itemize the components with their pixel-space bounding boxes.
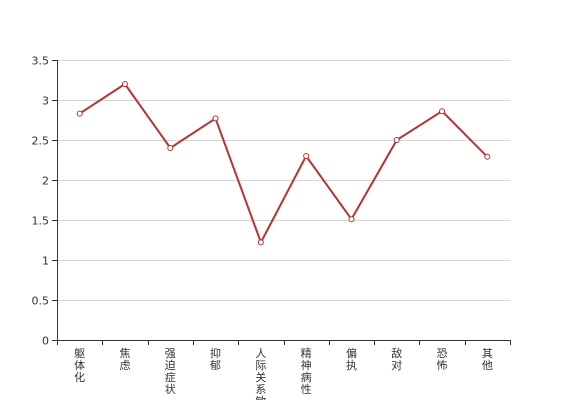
- grid-lines: [57, 60, 510, 301]
- x-category-label: 精神病性: [301, 347, 312, 396]
- data-point[interactable]: [348, 216, 355, 223]
- data-point[interactable]: [439, 108, 446, 115]
- x-category-label: 其他: [482, 347, 493, 372]
- x-category-label: 强迫症状: [165, 347, 176, 396]
- x-category-label: 偏执: [346, 346, 357, 372]
- y-tick-label: 1: [42, 255, 49, 268]
- data-point[interactable]: [393, 137, 400, 143]
- y-tick-label: 0: [42, 335, 49, 348]
- y-tick-label: 3: [42, 95, 49, 108]
- data-point[interactable]: [484, 153, 491, 160]
- y-tick-label: 2: [42, 175, 49, 188]
- x-category-label: 抑郁: [210, 346, 221, 372]
- y-tick-labels: 0 0.5 1 1.5 2 2.5 3 3.5: [32, 55, 50, 348]
- data-point[interactable]: [257, 239, 264, 246]
- x-category-labels: 躯体化 焦虑 强迫症状 抑郁 人际关系敏感 精神病性 偏执 敌对 恐怖 其他: [74, 346, 493, 400]
- series-line: [79, 82, 489, 245]
- x-category-label: 恐怖: [437, 347, 448, 372]
- x-category-label: 躯体化: [74, 347, 85, 384]
- x-category-label: 敌对: [391, 346, 402, 372]
- data-point[interactable]: [303, 153, 310, 159]
- data-point[interactable]: [212, 115, 219, 122]
- data-point[interactable]: [76, 110, 83, 117]
- axes: [52, 60, 511, 345]
- data-point[interactable]: [121, 81, 128, 87]
- y-tick-label: 2.5: [32, 135, 50, 148]
- data-point[interactable]: [167, 145, 174, 151]
- y-tick-label: 3.5: [32, 55, 50, 68]
- y-tick-label: 1.5: [32, 215, 50, 228]
- x-category-label: 人际关系敏感: [255, 347, 266, 400]
- x-category-label: 焦虑: [119, 347, 130, 372]
- y-tick-label: 0.5: [32, 295, 50, 308]
- series-layer: [76, 81, 491, 246]
